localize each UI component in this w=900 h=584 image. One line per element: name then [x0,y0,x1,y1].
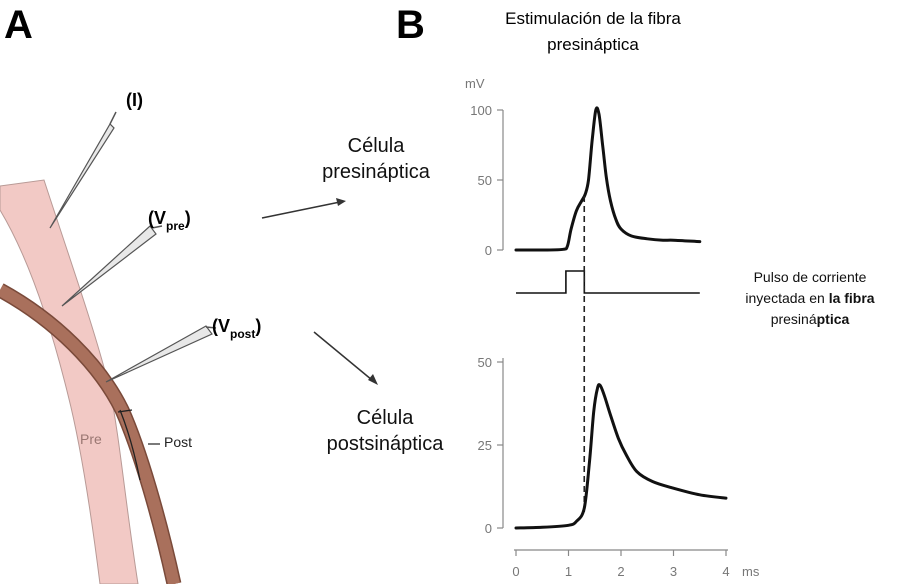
top-ytick-label: 100 [470,103,492,118]
stimulus-pulse-trace [516,270,700,294]
bottom-xtick-label: 4 [722,564,729,579]
panel-b-traces: Estimulación de la fibra presináptica mV… [465,9,875,579]
presyn-cell-label-line2: presináptica [322,161,431,183]
electrode-i-label: (I) [126,90,143,110]
panel-a-anatomy: (I) (Vpre) (Vpost) Pre Post Célula presi… [0,90,444,584]
electrode-vpost-label: (Vpost) [212,316,261,341]
panel-b-title-line2: presináptica [547,35,639,54]
electrode-current [49,111,117,229]
fiber-post-label: Post [164,434,192,450]
postsyn-cell-label-line1: Célula [357,407,415,429]
presynaptic-fiber [0,179,139,584]
bottom-xtick-label: 0 [512,564,519,579]
top-ytick-label: 50 [478,173,492,188]
postsynaptic-trace [514,383,728,530]
bottom-ytick-label: 25 [478,438,492,453]
bottom-xtick-label: 2 [617,564,624,579]
panel-b-letter: B [396,3,425,47]
synaptic-contact-line [119,409,141,481]
bottom-x-unit-label: ms [742,564,760,579]
postsyn-cell-label-line2: postsináptica [327,433,445,455]
presynaptic-potential-chart: mV 0 50 100 [465,76,702,258]
pulse-label-line3: presináptica [771,311,850,327]
electrode-vpre [61,225,163,307]
arrow-presynaptic [261,198,346,219]
panel-b-title-line1: Estimulación de la fibra [505,9,681,28]
pulse-label-line2: inyectada en la fibra [745,290,874,306]
top-ytick-label: 0 [485,243,492,258]
fiber-pre-label: Pre [80,431,102,447]
electrode-vpost [105,325,217,383]
presyn-cell-label-line1: Célula [348,135,406,157]
bottom-ytick-label: 0 [485,521,492,536]
arrow-postsynaptic [313,331,378,385]
pulse-label-line1: Pulso de corriente [754,269,867,285]
postsynaptic-fiber-fill [0,284,180,584]
postsynaptic-potential-chart: 0 25 50 0 1 2 3 4 ms [478,355,760,579]
presynaptic-trace [514,106,702,252]
bottom-xtick-label: 3 [670,564,677,579]
electrode-vpre-label: (Vpre) [148,208,191,233]
bottom-ytick-label: 50 [478,355,492,370]
bottom-xtick-label: 1 [565,564,572,579]
panel-a-letter: A [4,3,33,47]
top-y-unit-label: mV [465,76,485,91]
